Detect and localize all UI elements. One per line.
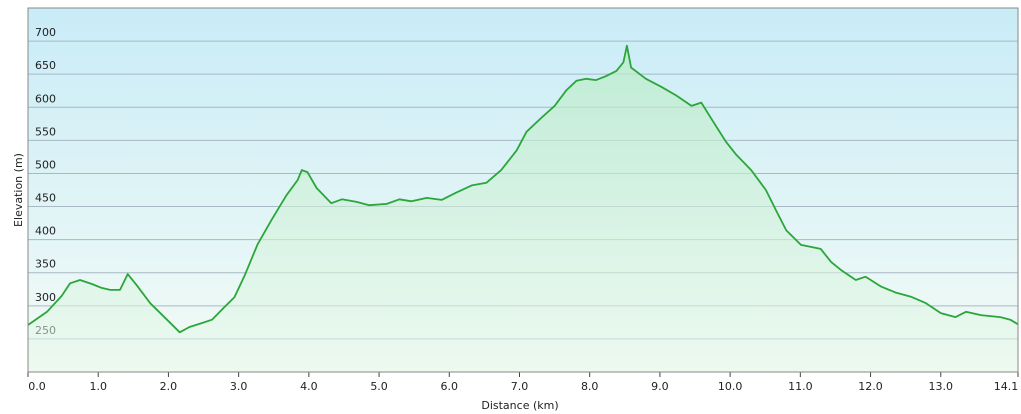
x-tick-label: 3.0 xyxy=(230,380,248,393)
x-tick-label: 5.0 xyxy=(370,380,388,393)
x-tick-label: 8.0 xyxy=(581,380,599,393)
x-tick-label: 1.0 xyxy=(89,380,107,393)
x-tick-label: 4.0 xyxy=(300,380,318,393)
y-tick-label: 350 xyxy=(35,258,56,271)
y-tick-label: 650 xyxy=(35,59,56,72)
y-tick-label: 600 xyxy=(35,92,56,105)
y-tick-label: 300 xyxy=(35,291,56,304)
x-tick-label: 9.0 xyxy=(651,380,669,393)
x-tick-label: 10.0 xyxy=(718,380,743,393)
x-tick-label: 7.0 xyxy=(511,380,529,393)
y-tick-label: 700 xyxy=(35,26,56,39)
y-tick-label: 500 xyxy=(35,158,56,171)
x-tick-label: 0.0 xyxy=(28,380,46,393)
x-tick-label: 14.1 xyxy=(994,380,1019,393)
area-fill xyxy=(28,45,1018,372)
y-tick-label: 450 xyxy=(35,192,56,205)
x-tick-label: 2.0 xyxy=(160,380,178,393)
y-tick-label: 400 xyxy=(35,225,56,238)
plot-border xyxy=(27,7,1019,373)
x-tick-label: 13.0 xyxy=(929,380,954,393)
x-tick-label: 12.0 xyxy=(858,380,883,393)
x-tick-label: 6.0 xyxy=(441,380,459,393)
elevation-line xyxy=(27,44,1019,334)
x-axis-title: Distance (km) xyxy=(481,399,558,412)
x-tick-label: 11.0 xyxy=(788,380,813,393)
y-tick-label: 550 xyxy=(35,125,56,138)
y-axis-title: Elevation (m) xyxy=(12,153,25,227)
